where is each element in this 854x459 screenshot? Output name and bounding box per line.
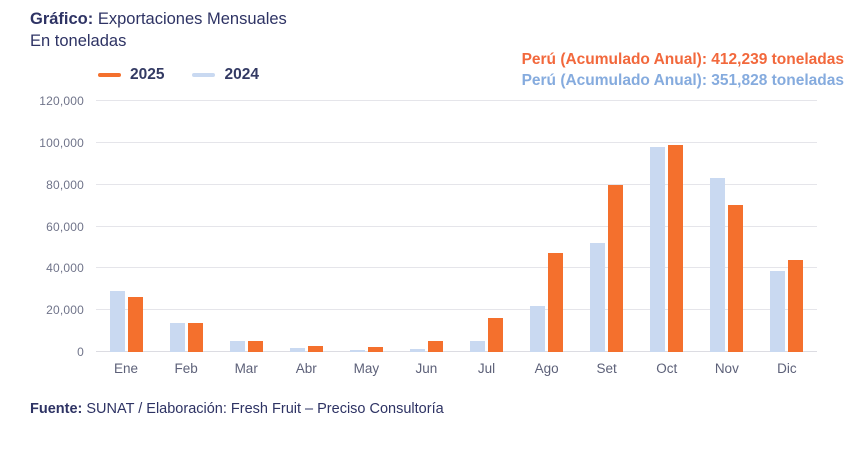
x-tick-jul: Jul xyxy=(477,361,496,376)
bar-2024-abr xyxy=(289,347,305,352)
gridline-20000 xyxy=(96,309,817,311)
bar-2025-jul xyxy=(488,317,503,352)
y-axis-labels: 0 20,000 40,000 60,000 80,000 100,000 120,000 xyxy=(0,94,84,359)
bar-2024-ene xyxy=(109,291,125,352)
gridline-60000 xyxy=(96,225,817,227)
bar-2025-nov xyxy=(728,204,744,352)
x-tick-dic: Dic xyxy=(777,361,797,376)
bar-group-may xyxy=(336,101,396,352)
legend-label-2024: 2024 xyxy=(224,66,259,83)
source-note-text: SUNAT / Elaboración: Fresh Fruit – Preci… xyxy=(82,401,444,417)
y-tick-60000: 60,000 xyxy=(46,219,84,234)
annual-totals: Perú (Acumulado Anual): 412,239 tonelada… xyxy=(522,49,844,91)
bar-2024-set xyxy=(590,243,606,352)
x-tick-may: May xyxy=(353,361,380,376)
legend-item-2025: 2025 xyxy=(98,66,164,84)
legend-swatch-2024 xyxy=(192,73,216,77)
bar-chart: 0 20,000 40,000 60,000 80,000 100,000 120,000 … xyxy=(0,94,854,376)
x-tick-set: Set xyxy=(596,361,617,376)
bar-2024-nov xyxy=(710,177,726,352)
x-tick-ene: Ene xyxy=(114,361,139,376)
bar-2024-ago xyxy=(530,306,546,352)
bar-2024-dic xyxy=(770,271,786,352)
x-tick-ago: Ago xyxy=(534,361,559,376)
y-tick-80000: 80,000 xyxy=(46,177,84,192)
chart-title-line1: Gráfico: Exportaciones Mensuales xyxy=(30,8,287,30)
bar-group-oct xyxy=(637,101,697,352)
bar-2025-feb xyxy=(187,323,203,352)
bar-group-ene xyxy=(96,101,156,352)
bar-2025-abr xyxy=(307,346,323,352)
bar-group-jul xyxy=(456,101,516,352)
gridline-100000 xyxy=(96,141,817,143)
bar-2024-oct xyxy=(650,146,666,352)
y-tick-0: 0 xyxy=(77,345,84,359)
annual-total-2024: Perú (Acumulado Anual): 351,828 tonelada… xyxy=(521,72,844,89)
x-tick-oct: Oct xyxy=(656,361,678,376)
bar-2024-may xyxy=(349,349,365,352)
bar-2024-jun xyxy=(409,349,425,352)
bar-group-set xyxy=(577,101,637,352)
legend-swatch-2025 xyxy=(98,73,121,77)
bar-2025-dic xyxy=(788,260,804,352)
chart-subtitle: En toneladas xyxy=(30,32,127,50)
bar-2024-mar xyxy=(229,340,245,352)
x-axis-labels: Ene Feb Mar Abr May Jun Jul Ago Set Oct Nov Dic xyxy=(96,361,817,376)
bar-group-feb xyxy=(156,101,216,352)
chart-title-prefix: Gráfico: xyxy=(30,10,94,28)
gridline-120000 xyxy=(96,100,817,101)
legend-item-2024: 2024 xyxy=(192,66,259,84)
chart-title: Gráfico: Exportaciones Mensuales En tone… xyxy=(30,8,287,52)
bar-group-nov xyxy=(697,101,757,352)
bar-group-ago xyxy=(517,101,577,352)
bar-group-dic xyxy=(757,101,817,352)
bar-2024-feb xyxy=(169,323,185,352)
x-tick-abr: Abr xyxy=(295,361,317,376)
bar-2025-oct xyxy=(668,145,684,352)
source-note: Fuente: SUNAT / Elaboración: Fresh Fruit… xyxy=(30,401,444,417)
chart-legend: 2025 2024 xyxy=(98,66,259,84)
bar-group-abr xyxy=(276,101,336,352)
x-tick-nov: Nov xyxy=(714,361,739,376)
legend-label-2025: 2025 xyxy=(130,66,165,83)
x-tick-feb: Feb xyxy=(174,361,198,376)
gridline-80000 xyxy=(96,183,817,185)
y-tick-100000: 100,000 xyxy=(39,135,84,150)
gridline-0 xyxy=(96,351,817,352)
bar-group-jun xyxy=(396,101,456,352)
bar-2025-ene xyxy=(127,297,143,352)
bar-2025-may xyxy=(367,347,383,352)
bar-2025-ago xyxy=(548,252,564,352)
annual-total-2025: Perú (Acumulado Anual): 412,239 tonelada… xyxy=(521,51,844,68)
gridline-40000 xyxy=(96,267,817,269)
plot-area xyxy=(96,100,817,352)
y-tick-20000: 20,000 xyxy=(46,303,84,318)
y-tick-120000: 120,000 xyxy=(39,94,84,108)
bar-2025-jun xyxy=(427,340,443,352)
bar-groups xyxy=(96,101,817,352)
bar-2025-mar xyxy=(247,340,263,352)
bar-group-mar xyxy=(216,101,276,352)
y-tick-40000: 40,000 xyxy=(46,261,84,276)
x-tick-mar: Mar xyxy=(234,361,258,376)
bar-2024-jul xyxy=(470,340,485,352)
bar-2025-set xyxy=(608,184,624,352)
source-note-prefix: Fuente: xyxy=(30,401,83,417)
chart-title-text: Exportaciones Mensuales xyxy=(93,10,287,28)
x-tick-jun: Jun xyxy=(415,361,438,376)
